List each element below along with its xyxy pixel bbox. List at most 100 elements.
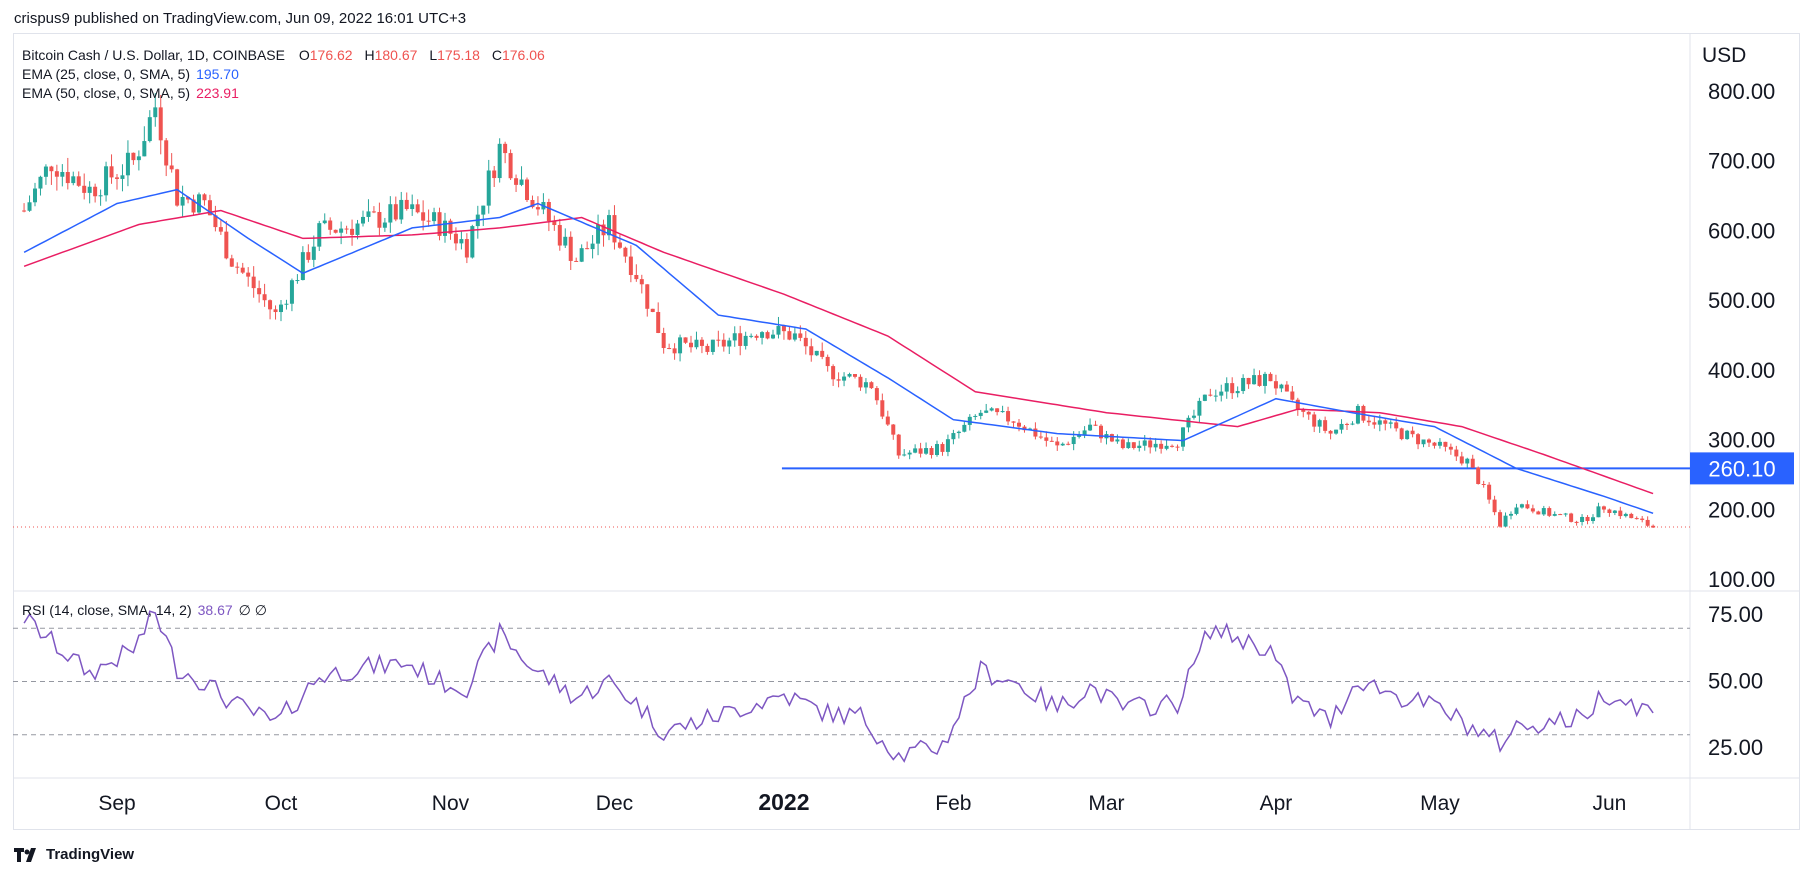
time-tick-label: Dec <box>596 792 633 815</box>
candle-body <box>295 280 300 282</box>
candle-body <box>229 258 234 267</box>
support-price-tag <box>1690 452 1794 485</box>
candle-body <box>169 165 174 170</box>
candle-body <box>1312 414 1317 427</box>
candle-body <box>945 439 950 452</box>
candle-body <box>1580 516 1585 522</box>
candle-body <box>1459 456 1464 464</box>
candle-body <box>279 304 283 313</box>
candle-body <box>1263 373 1267 386</box>
candle-body <box>54 171 59 177</box>
candle-body <box>935 444 939 456</box>
candle-body <box>820 350 825 357</box>
candle-body <box>907 452 912 455</box>
candle-body <box>1421 439 1426 445</box>
candle-body <box>492 170 497 179</box>
candle-body <box>1170 445 1175 447</box>
candle-body <box>93 186 98 197</box>
time-tick-label: May <box>1420 792 1460 815</box>
candle-body <box>1651 525 1656 528</box>
candle-body <box>393 204 398 220</box>
candle-body <box>891 424 896 435</box>
candle-body <box>771 334 775 339</box>
candle-body <box>1470 458 1475 468</box>
time-tick-label: Jun <box>1592 792 1626 815</box>
candle-body <box>410 204 415 210</box>
candle-body <box>224 231 229 259</box>
candle-body <box>1410 430 1415 435</box>
candle-body <box>1219 391 1224 396</box>
candle-body <box>1273 381 1278 389</box>
candle-body <box>1191 415 1196 418</box>
candle-body <box>1334 429 1339 434</box>
candle-body <box>1629 513 1634 519</box>
candle-body <box>1612 510 1617 513</box>
candle-body <box>1509 513 1513 516</box>
candle-body <box>426 220 431 222</box>
candle-body <box>568 236 573 261</box>
candle-body <box>863 382 868 388</box>
candle-body <box>574 260 579 262</box>
candle-body <box>1618 510 1623 517</box>
candle-body <box>650 308 655 312</box>
candle-body <box>880 400 885 417</box>
candle-body <box>1164 445 1169 449</box>
candle-body <box>235 266 240 268</box>
candle-body <box>350 228 355 235</box>
candle-body <box>1476 467 1481 484</box>
candle-body <box>962 424 967 432</box>
candle-body <box>743 335 748 346</box>
rsi-line <box>23 610 1654 763</box>
candle-body <box>634 274 639 280</box>
candle-body <box>328 220 333 230</box>
candle-body <box>1071 436 1076 445</box>
ema50-line <box>23 209 1654 495</box>
time-tick-label: 2022 <box>758 789 809 815</box>
candle-body <box>186 196 191 200</box>
candle-body <box>486 170 491 206</box>
candle-body <box>415 204 420 213</box>
candle-body <box>885 416 890 425</box>
candle-body <box>1049 440 1054 442</box>
candle-body <box>1093 424 1098 426</box>
footer-brand[interactable]: TradingView <box>14 846 134 863</box>
candle-body <box>1284 384 1289 392</box>
candle-body <box>1492 499 1497 513</box>
candle-body <box>546 202 551 222</box>
candle-body <box>65 172 70 184</box>
candle-body <box>1109 434 1114 442</box>
candle-body <box>514 178 519 185</box>
candle-body <box>481 205 486 215</box>
candle-body <box>689 342 693 348</box>
candle-body <box>175 169 180 206</box>
rsi-value: 38.67 <box>197 602 233 618</box>
candle-body <box>792 333 797 340</box>
candle-body <box>1268 373 1273 382</box>
candle-body <box>1591 517 1595 522</box>
candle-body <box>76 176 81 186</box>
time-tick-label: Feb <box>935 792 971 815</box>
candle-body <box>1115 439 1120 442</box>
candle-body <box>853 374 857 377</box>
candle-body <box>842 376 847 381</box>
candle-body <box>268 300 273 310</box>
candle-body <box>1563 513 1568 515</box>
candle-body <box>147 117 152 142</box>
candle-body <box>1399 428 1404 440</box>
candle-body <box>1328 430 1333 434</box>
ema25-label: EMA (25, close, 0, SMA, 5) <box>22 66 191 82</box>
candle-body <box>667 348 672 350</box>
time-tick-label: Oct <box>265 792 298 815</box>
candle-body <box>535 207 540 210</box>
candle-body <box>940 444 945 452</box>
candle-body <box>27 202 32 211</box>
candle-body <box>453 233 458 244</box>
candle-body <box>902 454 907 456</box>
rsi-tick-label: 25.00 <box>1708 735 1763 760</box>
candle-body <box>973 415 978 417</box>
candle-body <box>240 267 245 273</box>
candle-body <box>814 350 819 356</box>
candle-body <box>98 195 103 197</box>
candle-body <box>929 448 934 456</box>
